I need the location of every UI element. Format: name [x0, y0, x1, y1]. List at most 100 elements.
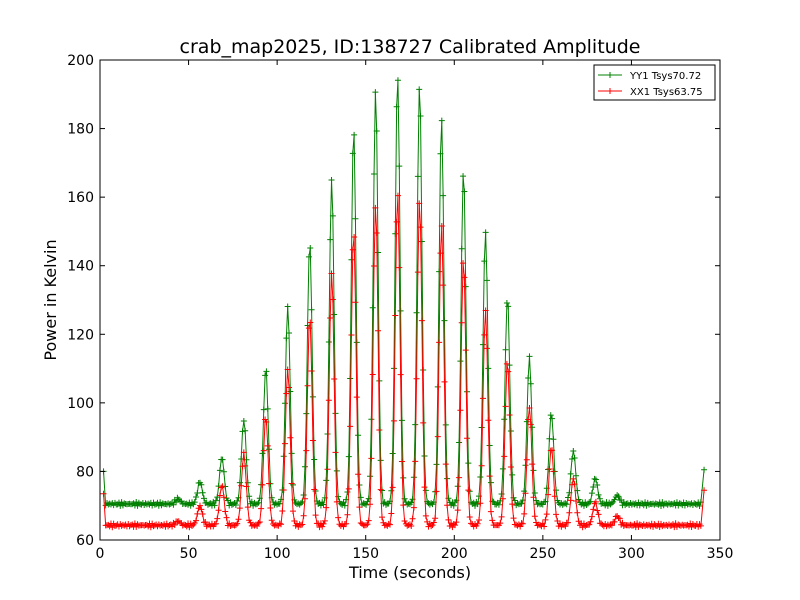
data-point [474, 520, 481, 527]
data-point [683, 500, 690, 507]
data-point [647, 523, 654, 530]
data-point [457, 358, 464, 365]
data-point [696, 503, 703, 510]
data-point [272, 500, 279, 507]
data-point [485, 365, 492, 372]
x-tick-label: 150 [352, 546, 379, 562]
data-point [571, 481, 578, 488]
data-point [308, 306, 315, 313]
data-point [303, 410, 310, 417]
data-point [530, 494, 537, 501]
data-point [151, 522, 158, 529]
data-point [680, 499, 687, 506]
data-point [324, 466, 331, 473]
data-point [438, 223, 445, 230]
data-point [385, 520, 392, 527]
data-point [263, 368, 270, 375]
data-point [511, 497, 518, 504]
data-point [479, 341, 486, 348]
data-point [274, 501, 281, 508]
data-point [312, 512, 319, 519]
x-tick-label: 300 [618, 546, 645, 562]
data-point [539, 501, 546, 508]
series-layer [100, 77, 708, 531]
data-point [331, 311, 338, 318]
data-point [158, 521, 165, 528]
data-point [525, 375, 532, 382]
x-tick-label: 50 [180, 546, 198, 562]
data-point [351, 233, 358, 240]
data-point [200, 495, 207, 502]
data-point [521, 510, 528, 517]
data-point [303, 447, 310, 454]
data-point [454, 483, 461, 490]
data-point [345, 485, 352, 492]
data-point [372, 89, 379, 96]
data-point [502, 346, 509, 353]
data-point [669, 521, 676, 528]
data-point [545, 491, 552, 498]
data-point [485, 417, 492, 424]
data-point [587, 518, 594, 525]
y-tick-label: 180 [67, 122, 94, 138]
data-point [518, 500, 525, 507]
data-point [563, 501, 570, 508]
data-point [590, 484, 597, 491]
x-axis-label: Time (seconds) [348, 563, 471, 582]
data-point [356, 504, 363, 511]
data-point [369, 304, 376, 311]
series-yy1 [100, 77, 708, 510]
data-point [547, 412, 554, 419]
data-point [309, 437, 316, 444]
data-point [369, 371, 376, 378]
data-point [557, 520, 564, 527]
data-point [416, 86, 423, 93]
data-point [460, 260, 467, 267]
data-point [324, 431, 331, 438]
data-point [187, 502, 194, 509]
data-point [668, 500, 675, 507]
data-point [266, 480, 273, 487]
data-point [483, 345, 490, 352]
data-point [202, 518, 209, 525]
data-point [412, 458, 419, 465]
data-point [235, 516, 242, 523]
data-point [276, 500, 283, 507]
data-point [331, 376, 338, 383]
data-point [416, 200, 423, 207]
data-point [701, 466, 708, 473]
data-point [264, 405, 271, 412]
data-point [591, 475, 598, 482]
data-point [410, 504, 417, 511]
y-tick-label: 80 [76, 464, 94, 480]
data-point [347, 375, 354, 382]
data-point [409, 515, 416, 522]
data-point [530, 467, 537, 474]
data-point [113, 522, 120, 529]
data-point [234, 520, 241, 527]
data-point [215, 507, 222, 514]
data-point [289, 481, 296, 488]
data-point [543, 511, 550, 518]
data-point [397, 371, 404, 378]
y-tick-labels: 60 80 100 120 140 160 180 200 [67, 53, 94, 549]
data-point [590, 506, 597, 513]
data-point [296, 501, 303, 508]
data-point [372, 204, 379, 211]
data-point [445, 516, 452, 523]
data-point [441, 317, 448, 324]
data-point [244, 504, 251, 511]
data-point [413, 375, 420, 382]
data-point [529, 424, 536, 431]
data-point [291, 517, 298, 524]
data-point [242, 462, 249, 469]
data-point [305, 325, 312, 332]
data-point [444, 475, 451, 482]
data-point [481, 331, 488, 338]
data-point [270, 521, 277, 528]
data-point [329, 296, 336, 303]
data-point [171, 522, 178, 529]
data-point [388, 487, 395, 494]
data-point [333, 467, 340, 474]
data-point [549, 415, 556, 422]
